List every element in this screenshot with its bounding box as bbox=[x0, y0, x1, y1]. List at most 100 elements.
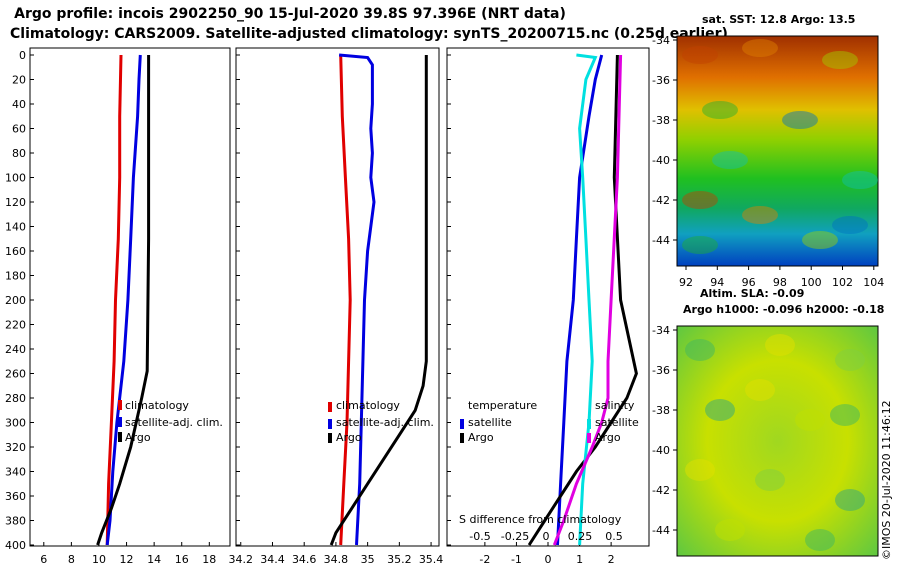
series-line-salinity-argo bbox=[552, 54, 623, 546]
legend-swatch-satellite bbox=[118, 417, 122, 427]
legend-swatch-argo bbox=[328, 433, 332, 443]
chart-title-line1: Argo profile: incois 2902250_90 15-Jul-2… bbox=[14, 6, 566, 22]
series-line-satellite-adj-clim- bbox=[105, 54, 142, 546]
legend-swatch-satellite bbox=[328, 419, 332, 429]
sla-texture-patch bbox=[705, 399, 735, 421]
lat-tick-label: -44 bbox=[652, 524, 670, 537]
y-tick-label: 0 bbox=[19, 49, 26, 62]
series-line-satellite-adj-clim- bbox=[338, 53, 376, 546]
sla-texture-patch bbox=[715, 519, 745, 541]
lat-tick-label: -42 bbox=[652, 194, 670, 207]
y-tick-label: 40 bbox=[12, 98, 26, 111]
y-tick-label: 120 bbox=[5, 196, 26, 209]
sst-texture-patch bbox=[702, 101, 738, 119]
sst-texture-patch bbox=[832, 216, 868, 234]
x-tick-label: 1 bbox=[576, 553, 583, 566]
x-tick-label: 10 bbox=[92, 553, 106, 566]
series-line-argo bbox=[329, 55, 428, 546]
s-tick-label: -0.5 bbox=[469, 530, 490, 543]
sst-texture-patch bbox=[712, 151, 748, 169]
lat-tick-label: -40 bbox=[652, 444, 670, 457]
y-tick-label: 280 bbox=[5, 392, 26, 405]
y-tick-label: 260 bbox=[5, 368, 26, 381]
lat-tick-label: -34 bbox=[652, 324, 670, 337]
legend-argo: Argo bbox=[336, 431, 362, 444]
salinity-panel bbox=[235, 47, 440, 547]
y-tick-label: 180 bbox=[5, 270, 26, 283]
sla-texture-patch bbox=[765, 334, 795, 356]
lat-tick-label: -36 bbox=[652, 74, 670, 87]
sla-texture-patch bbox=[805, 529, 835, 551]
x-tick-label: 34.8 bbox=[324, 553, 349, 566]
sla-texture-patch bbox=[685, 339, 715, 361]
lat-tick-label: -40 bbox=[652, 154, 670, 167]
x-tick-label: 6 bbox=[40, 553, 47, 566]
sla-texture-patch bbox=[755, 469, 785, 491]
legend-climatology: climatology bbox=[336, 399, 400, 412]
series-line-argo bbox=[96, 55, 151, 546]
y-tick-label: 400 bbox=[5, 539, 26, 552]
sst-texture-patch bbox=[742, 206, 778, 224]
y-tick-label: 60 bbox=[12, 123, 26, 136]
s-difference-note: S difference from climatology bbox=[459, 513, 622, 526]
legend-temperature-heading: temperature bbox=[468, 399, 537, 412]
sst-texture-patch bbox=[842, 171, 878, 189]
temperature-legend: climatology satellite-adj. clim. Argo bbox=[118, 399, 223, 444]
y-tick-label: 100 bbox=[5, 172, 26, 185]
legend-sal-argo: Argo bbox=[595, 431, 621, 444]
x-tick-label: 34.6 bbox=[292, 553, 317, 566]
x-tick-label: 12 bbox=[120, 553, 134, 566]
legend-satellite: satellite-adj. clim. bbox=[336, 416, 434, 429]
sla-texture-patch bbox=[795, 409, 825, 431]
series-line-climatology bbox=[339, 54, 352, 546]
sla-texture-patch bbox=[835, 489, 865, 511]
legend-swatch-climatology bbox=[118, 400, 122, 410]
imos-timestamp: ©IMOS 20-Jul-2020 11:46:12 bbox=[880, 400, 893, 560]
legend-sal-satellite: satellite bbox=[595, 416, 639, 429]
lon-tick-label: 92 bbox=[679, 276, 693, 289]
x-tick-label: 8 bbox=[68, 553, 75, 566]
sla-texture-patch bbox=[830, 404, 860, 426]
difference-legend: temperature satellite Argo salinity sate… bbox=[459, 399, 639, 526]
y-tick-label: 80 bbox=[12, 147, 26, 160]
sla-texture-patch bbox=[835, 349, 865, 371]
x-tick-label: -1 bbox=[511, 553, 522, 566]
y-tick-label: 300 bbox=[5, 417, 26, 430]
sst-texture-patch bbox=[682, 236, 718, 254]
legend-swatch-temp-argo bbox=[460, 433, 464, 443]
x-tick-label: 16 bbox=[175, 553, 189, 566]
sst-map-title: sat. SST: 12.8 Argo: 13.5 bbox=[702, 13, 855, 26]
temperature-panel bbox=[29, 47, 231, 547]
lon-tick-label: 98 bbox=[773, 276, 787, 289]
legend-argo: Argo bbox=[125, 431, 151, 444]
s-tick-label: 0 bbox=[543, 530, 550, 543]
sla-texture-patch bbox=[685, 459, 715, 481]
y-tick-label: 140 bbox=[5, 221, 26, 234]
lon-tick-label: 102 bbox=[832, 276, 853, 289]
legend-swatch-argo bbox=[118, 432, 122, 442]
salinity-legend: climatology satellite-adj. clim. Argo bbox=[328, 399, 434, 444]
legend-swatch-climatology bbox=[328, 402, 332, 412]
x-tick-label: 35 bbox=[361, 553, 375, 566]
lon-tick-label: 104 bbox=[863, 276, 884, 289]
x-tick-label: 18 bbox=[202, 553, 216, 566]
lon-tick-label: 96 bbox=[742, 276, 756, 289]
x-tick-label: 2 bbox=[608, 553, 615, 566]
legend-climatology: climatology bbox=[125, 399, 189, 412]
sla-texture-patch bbox=[745, 379, 775, 401]
legend-swatch-sal-argo bbox=[587, 433, 591, 443]
chart-title-line2: Climatology: CARS2009. Satellite-adjuste… bbox=[10, 26, 728, 42]
x-tick-label: -2 bbox=[479, 553, 490, 566]
sst-texture-patch bbox=[682, 191, 718, 209]
lat-tick-label: -38 bbox=[652, 114, 670, 127]
y-tick-label: 220 bbox=[5, 319, 26, 332]
y-tick-label: 320 bbox=[5, 441, 26, 454]
sst-texture-patch bbox=[822, 51, 858, 69]
lat-tick-label: -44 bbox=[652, 234, 670, 247]
lat-tick-label: -34 bbox=[652, 34, 670, 47]
y-tick-label: 20 bbox=[12, 74, 26, 87]
y-tick-label: 340 bbox=[5, 466, 26, 479]
x-tick-label: 35.2 bbox=[387, 553, 412, 566]
sst-texture-patch bbox=[802, 231, 838, 249]
